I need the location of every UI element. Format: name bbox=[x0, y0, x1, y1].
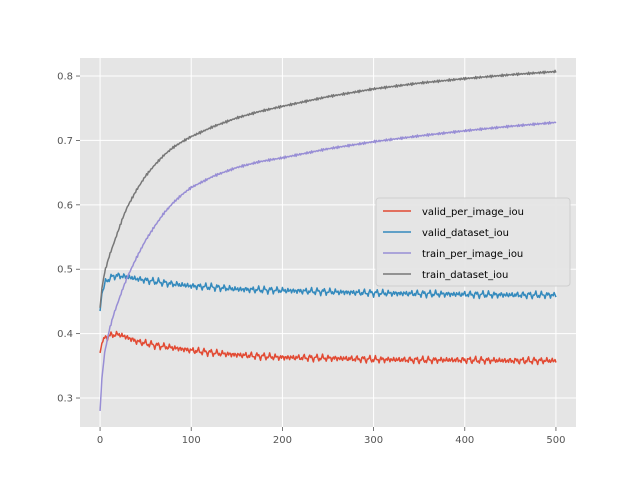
x-tick-label: 400 bbox=[455, 435, 474, 446]
x-tick-label: 100 bbox=[182, 435, 201, 446]
y-tick-label: 0.7 bbox=[57, 136, 73, 147]
x-tick-label: 200 bbox=[273, 435, 292, 446]
series-line-train-dataset-iou bbox=[99, 69, 557, 308]
series-line-valid-per-image-iou bbox=[99, 330, 557, 366]
legend: valid_per_image_iou valid_dataset_ioutrai… bbox=[375, 197, 571, 287]
legend-label: train_dataset_iou bbox=[422, 270, 508, 281]
x-tick-label: 300 bbox=[364, 435, 383, 446]
y-tick-label: 0.8 bbox=[57, 72, 73, 83]
legend-label: train_per_image_iou bbox=[422, 249, 523, 260]
series-layer bbox=[99, 69, 557, 411]
legend-label: valid_per_image_iou bbox=[422, 207, 524, 218]
y-tick-label: 0.3 bbox=[57, 394, 73, 405]
x-tick-label: 500 bbox=[546, 435, 565, 446]
x-tick-label: 0 bbox=[97, 435, 103, 446]
y-tick-label: 0.5 bbox=[57, 265, 73, 276]
axis-ticks: 0 100 200 300 400 500 0.3 0.4 0.5 0.6 0.7 0.8 bbox=[57, 72, 565, 446]
y-tick-label: 0.6 bbox=[57, 200, 73, 211]
y-tick-label: 0.4 bbox=[57, 329, 73, 340]
legend-label: valid_dataset_iou bbox=[422, 228, 509, 239]
legend-box bbox=[375, 197, 571, 287]
series-line-train-per-image-iou bbox=[99, 121, 557, 411]
series-line-valid-dataset-iou bbox=[99, 272, 557, 312]
